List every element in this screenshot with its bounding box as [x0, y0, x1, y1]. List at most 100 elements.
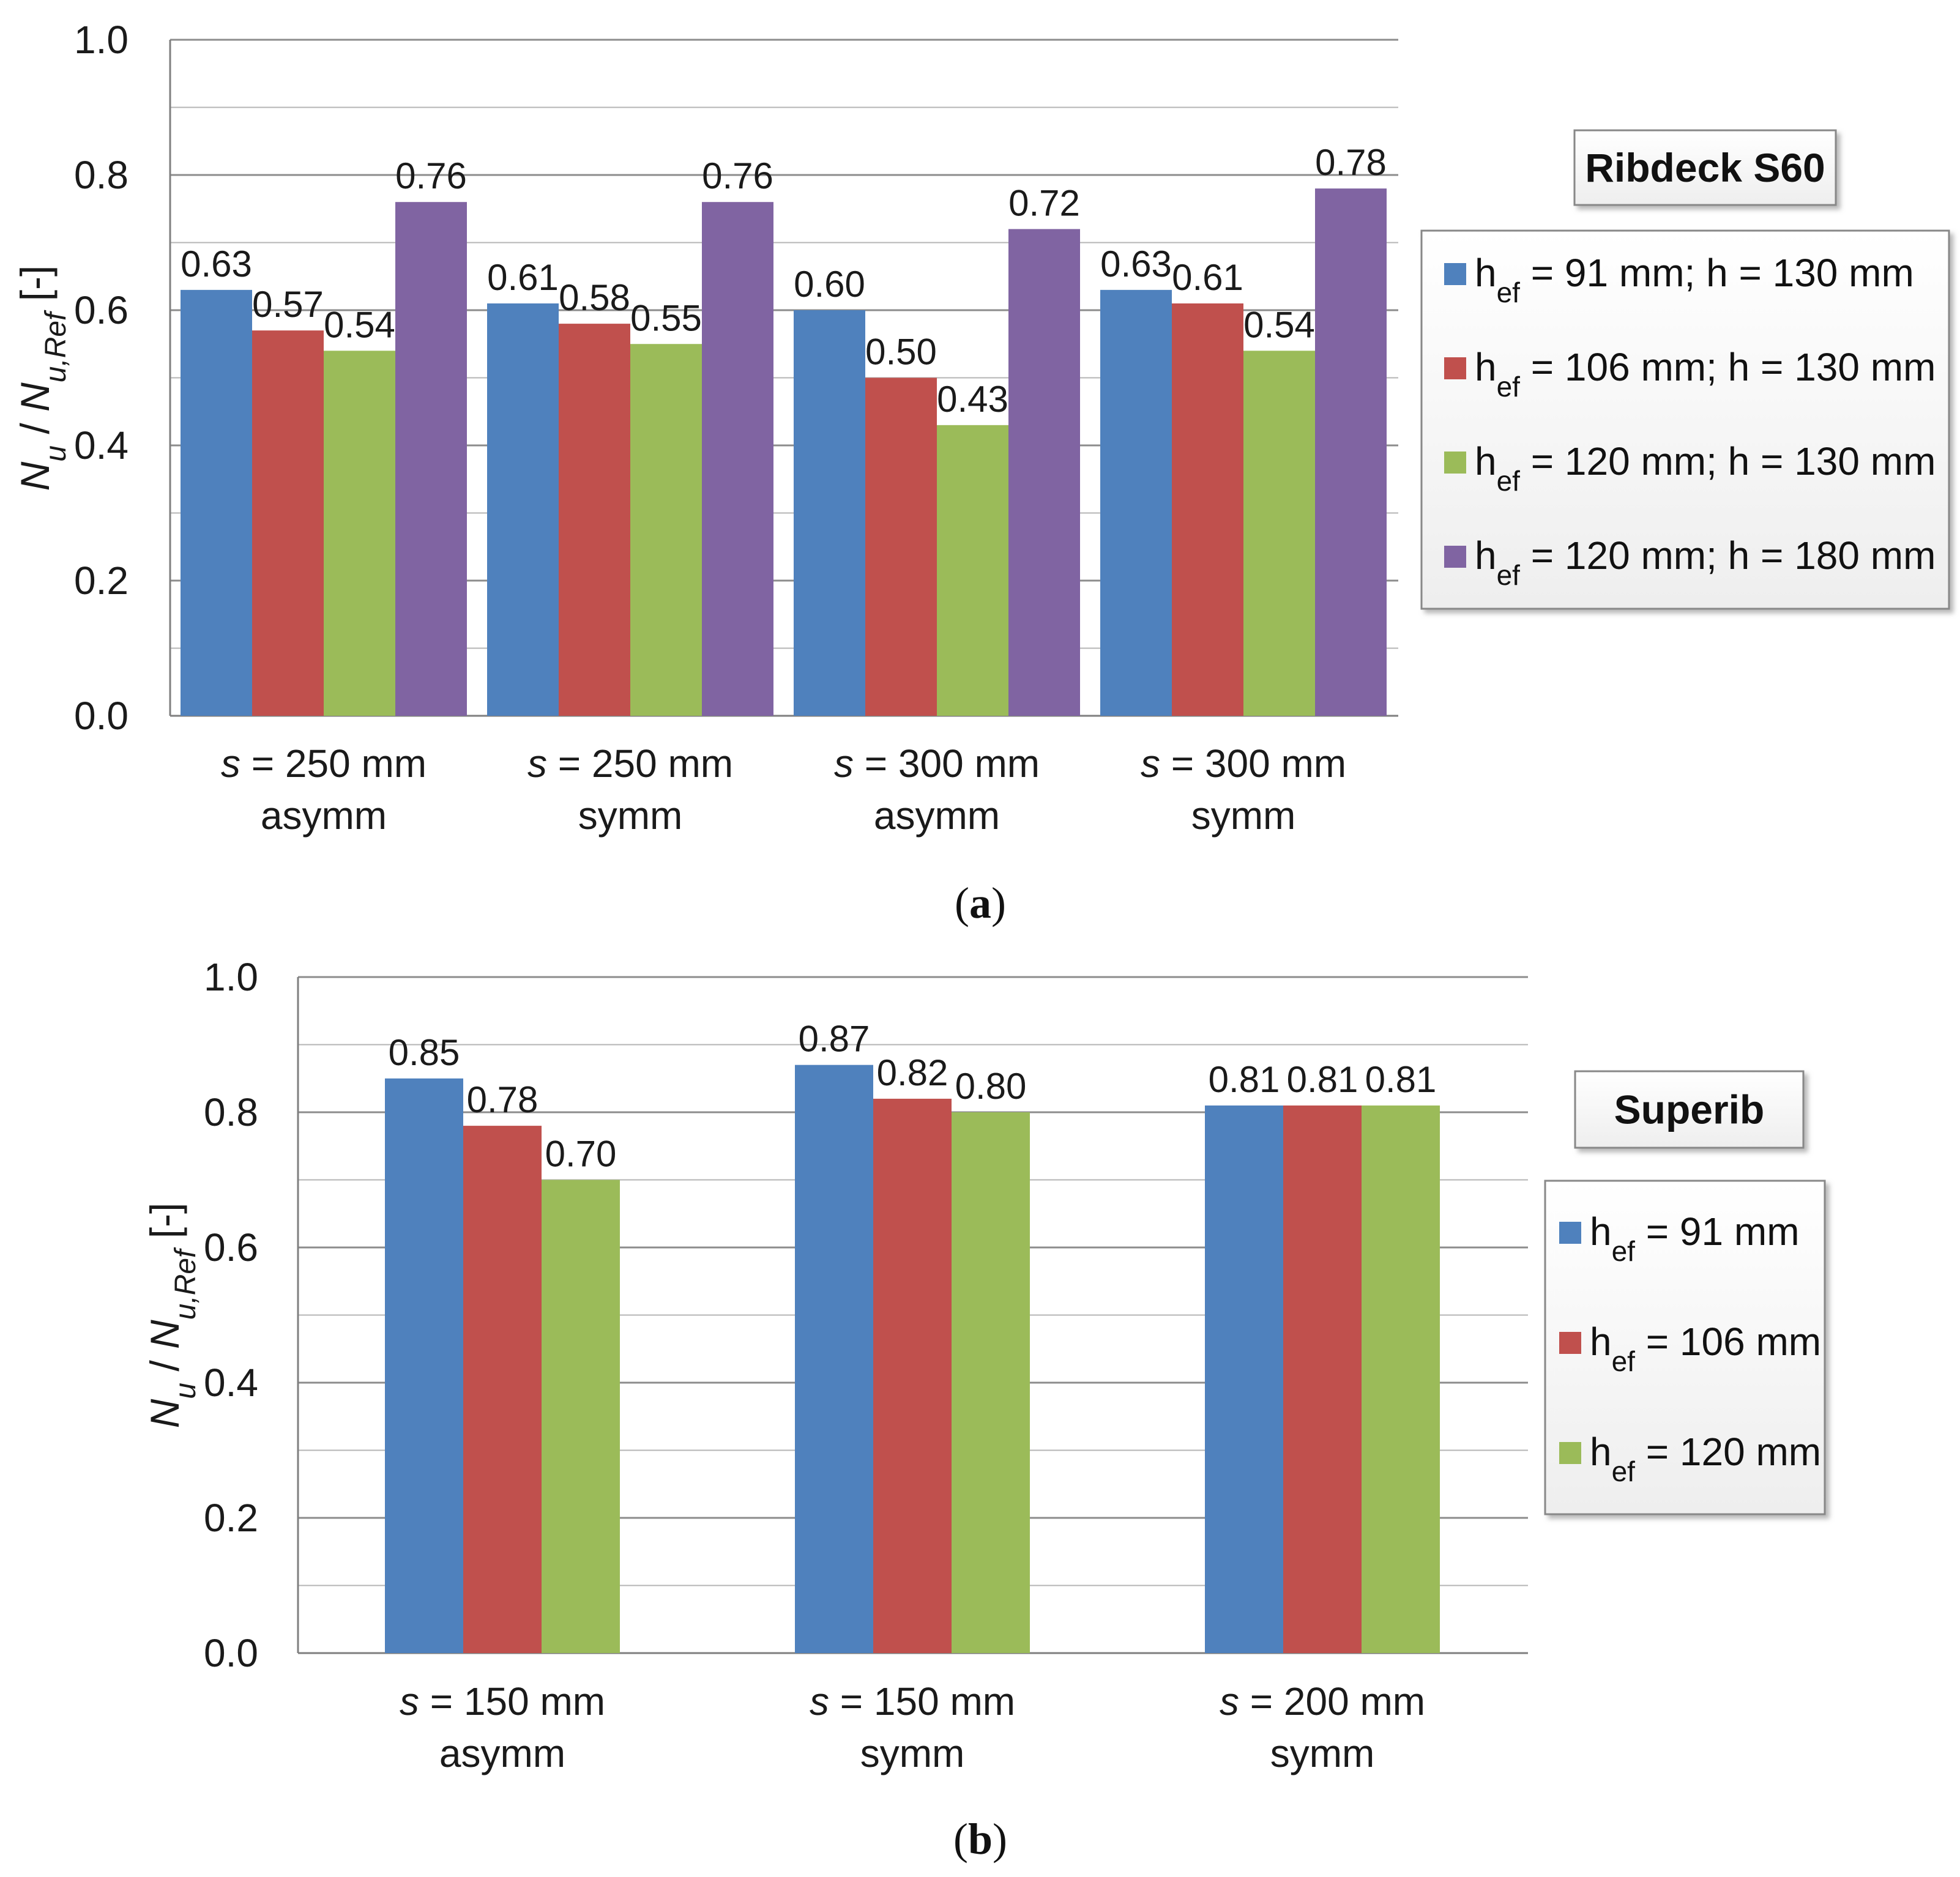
y-tick-label: 0.8: [74, 153, 129, 197]
data-label: 0.72: [1008, 182, 1080, 223]
chart-a: 0.00.20.40.60.81.0Nu / Nu,Ref [-]0.630.5…: [12, 18, 1950, 927]
category-label: s = 250 mm: [221, 742, 427, 786]
panel-label: (a): [955, 879, 1006, 927]
bar: [1172, 303, 1243, 716]
bar: [794, 310, 865, 716]
legend-title-box: [1573, 129, 1837, 206]
category-label: s = 150 mm: [400, 1679, 605, 1723]
data-label: 0.78: [1315, 142, 1387, 183]
data-label: 0.80: [955, 1066, 1027, 1107]
bar: [873, 1098, 952, 1653]
panel-label: (b): [953, 1815, 1007, 1864]
y-tick-label: 0.6: [204, 1225, 258, 1269]
data-label: 0.63: [1100, 243, 1172, 284]
bar: [630, 344, 702, 716]
category-label: symm: [1191, 794, 1296, 838]
y-tick-label: 0.4: [204, 1361, 258, 1405]
bar: [252, 330, 324, 716]
y-tick-label: 0.0: [204, 1631, 258, 1675]
legend-entry: hef = 120 mm: [1590, 1430, 1821, 1487]
legend-entry: hef = 91 mm; h = 130 mm: [1475, 251, 1914, 308]
bar: [1283, 1105, 1362, 1653]
legend-entry: hef = 106 mm; h = 130 mm: [1475, 345, 1936, 403]
category-label: s = 200 mm: [1220, 1679, 1425, 1723]
bar: [1100, 289, 1172, 716]
legend-entry: hef = 91 mm: [1590, 1210, 1800, 1267]
legend-swatch: [1444, 546, 1466, 568]
data-label: 0.58: [559, 277, 630, 318]
data-label: 0.54: [1243, 304, 1315, 345]
bar: [1362, 1105, 1440, 1653]
legend-title: Superib: [1614, 1087, 1765, 1132]
y-tick-label: 1.0: [74, 18, 129, 62]
bar: [542, 1180, 620, 1653]
bar: [463, 1126, 542, 1653]
data-label: 0.78: [467, 1079, 538, 1120]
legend-title-box: [1574, 1070, 1805, 1149]
data-label: 0.85: [389, 1032, 460, 1073]
category-label: symm: [578, 794, 683, 838]
bar: [702, 202, 773, 716]
legend-entry: hef = 106 mm: [1590, 1320, 1821, 1377]
chart-b: 0.00.20.40.60.81.0Nu / Nu,Ref [-]0.850.7…: [142, 955, 1826, 1864]
data-label: 0.50: [865, 332, 937, 373]
legend-swatch: [1559, 1442, 1581, 1464]
bar: [395, 202, 467, 716]
y-tick-label: 0.8: [204, 1090, 258, 1134]
y-tick-label: 0.4: [74, 423, 129, 467]
legend-entry: hef = 120 mm; h = 130 mm: [1475, 439, 1936, 497]
data-label: 0.81: [1365, 1059, 1437, 1100]
y-tick-label: 0.2: [74, 559, 129, 603]
y-axis-title: Nu / Nu,Ref [-]: [142, 1203, 202, 1429]
legend-box: [1544, 1180, 1826, 1515]
data-label: 0.61: [487, 257, 559, 298]
y-tick-label: 0.0: [74, 694, 129, 738]
y-tick-label: 0.6: [74, 288, 129, 332]
bar: [795, 1065, 873, 1653]
data-label: 0.70: [545, 1134, 617, 1175]
bar: [181, 289, 252, 716]
data-label: 0.55: [630, 297, 702, 338]
legend-title: Ribdeck S60: [1585, 145, 1825, 190]
data-label: 0.61: [1172, 257, 1243, 298]
legend-box: [1420, 229, 1950, 610]
y-axis-title: Nu / Nu,Ref [-]: [12, 266, 72, 491]
data-label: 0.87: [799, 1019, 870, 1060]
category-label: s = 150 mm: [810, 1679, 1015, 1723]
data-label: 0.82: [877, 1052, 948, 1093]
bar: [865, 377, 937, 716]
bar: [952, 1112, 1030, 1653]
data-label: 0.76: [395, 155, 467, 196]
legend-swatch: [1444, 263, 1466, 285]
data-label: 0.54: [324, 304, 395, 345]
y-tick-label: 1.0: [204, 955, 258, 999]
data-label: 0.81: [1209, 1059, 1280, 1100]
data-label: 0.43: [937, 379, 1008, 420]
bar: [487, 303, 559, 716]
y-tick-label: 0.2: [204, 1496, 258, 1540]
data-label: 0.63: [181, 243, 252, 284]
bar: [937, 425, 1008, 716]
category-label: s = 250 mm: [527, 742, 733, 786]
data-label: 0.60: [794, 264, 865, 305]
legend-entry: hef = 120 mm; h = 180 mm: [1475, 533, 1936, 591]
legend-swatch: [1559, 1222, 1581, 1244]
bar: [559, 324, 630, 716]
data-label: 0.81: [1287, 1059, 1358, 1100]
bar: [1205, 1105, 1283, 1653]
bar: [385, 1078, 463, 1653]
category-label: asymm: [874, 794, 1000, 838]
legend-swatch: [1559, 1332, 1581, 1354]
bar: [324, 351, 395, 716]
bar: [1243, 351, 1315, 716]
category-label: asymm: [439, 1731, 565, 1775]
bar: [1008, 229, 1080, 716]
category-label: s = 300 mm: [1141, 742, 1346, 786]
category-label: asymm: [261, 794, 387, 838]
legend-swatch: [1444, 357, 1466, 379]
bar: [1315, 188, 1387, 716]
legend-swatch: [1444, 452, 1466, 474]
category-label: symm: [860, 1731, 965, 1775]
data-label: 0.57: [252, 284, 324, 325]
